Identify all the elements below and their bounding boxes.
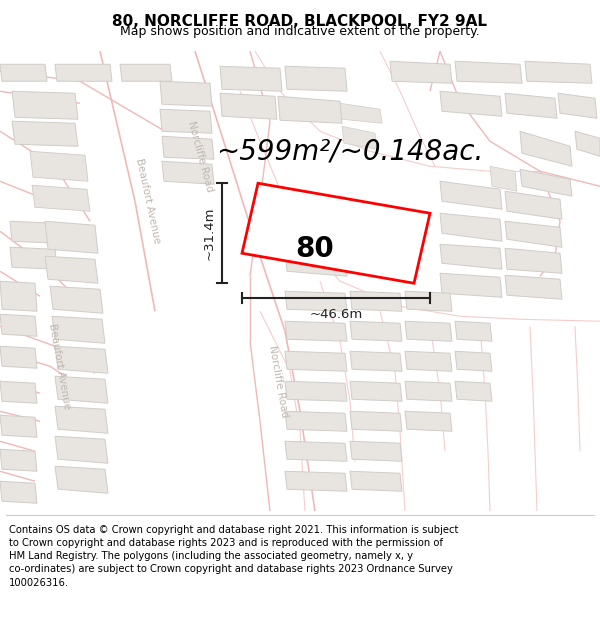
Polygon shape <box>55 436 108 463</box>
Polygon shape <box>520 169 572 196</box>
Polygon shape <box>285 66 347 91</box>
Polygon shape <box>558 93 597 118</box>
Polygon shape <box>505 221 562 248</box>
Polygon shape <box>120 64 172 81</box>
Polygon shape <box>350 471 402 491</box>
Polygon shape <box>285 351 347 371</box>
Polygon shape <box>285 291 347 311</box>
Polygon shape <box>0 449 37 471</box>
Polygon shape <box>350 321 402 341</box>
Polygon shape <box>505 275 562 299</box>
Polygon shape <box>350 381 402 401</box>
Polygon shape <box>405 321 452 341</box>
Polygon shape <box>55 64 112 81</box>
Polygon shape <box>340 103 382 123</box>
Polygon shape <box>440 91 502 116</box>
Text: Contains OS data © Crown copyright and database right 2021. This information is : Contains OS data © Crown copyright and d… <box>9 525 458 588</box>
Polygon shape <box>0 64 47 81</box>
Polygon shape <box>10 221 57 243</box>
Polygon shape <box>440 244 502 269</box>
Polygon shape <box>285 191 347 218</box>
Polygon shape <box>242 183 430 283</box>
Polygon shape <box>455 61 522 83</box>
Polygon shape <box>285 321 347 341</box>
Text: Norcliffe Road: Norcliffe Road <box>186 119 214 193</box>
Polygon shape <box>55 376 108 403</box>
Polygon shape <box>505 191 562 219</box>
Polygon shape <box>440 273 502 298</box>
Polygon shape <box>10 248 57 269</box>
Polygon shape <box>162 161 214 184</box>
Polygon shape <box>162 136 214 159</box>
Polygon shape <box>390 61 452 83</box>
Polygon shape <box>350 216 402 241</box>
Polygon shape <box>55 406 108 433</box>
Polygon shape <box>285 411 347 431</box>
Polygon shape <box>220 66 282 91</box>
Polygon shape <box>12 121 78 146</box>
Text: ~31.4m: ~31.4m <box>203 206 216 260</box>
Polygon shape <box>490 166 517 191</box>
Polygon shape <box>285 221 347 246</box>
Polygon shape <box>30 151 88 181</box>
Polygon shape <box>0 314 37 336</box>
Polygon shape <box>405 291 452 311</box>
Polygon shape <box>0 481 37 503</box>
Polygon shape <box>0 381 37 403</box>
Polygon shape <box>0 415 37 437</box>
Polygon shape <box>520 131 572 166</box>
Polygon shape <box>455 351 492 371</box>
Polygon shape <box>285 251 347 276</box>
Polygon shape <box>285 441 347 461</box>
Polygon shape <box>52 316 105 343</box>
Polygon shape <box>0 281 37 311</box>
Polygon shape <box>505 93 557 118</box>
Polygon shape <box>505 248 562 273</box>
Polygon shape <box>220 93 277 119</box>
Text: Norcliffe Road: Norcliffe Road <box>267 344 289 418</box>
Text: ~46.6m: ~46.6m <box>310 308 362 321</box>
Polygon shape <box>55 346 108 373</box>
Text: ~599m²/~0.148ac.: ~599m²/~0.148ac. <box>217 138 484 165</box>
Polygon shape <box>55 466 108 493</box>
Polygon shape <box>525 61 592 83</box>
Polygon shape <box>342 126 377 149</box>
Text: 80: 80 <box>295 235 334 263</box>
Polygon shape <box>575 131 600 156</box>
Polygon shape <box>285 381 347 401</box>
Polygon shape <box>440 181 502 209</box>
Polygon shape <box>285 471 347 491</box>
Polygon shape <box>440 213 502 241</box>
Polygon shape <box>405 351 452 371</box>
Polygon shape <box>455 321 492 341</box>
Polygon shape <box>45 256 98 283</box>
Polygon shape <box>45 221 98 253</box>
Polygon shape <box>405 411 452 431</box>
Polygon shape <box>50 286 103 313</box>
Polygon shape <box>0 346 37 368</box>
Polygon shape <box>350 351 402 371</box>
Text: Beaufort Avenue: Beaufort Avenue <box>134 158 162 245</box>
Polygon shape <box>160 109 212 133</box>
Text: Beaufort Avenue: Beaufort Avenue <box>47 322 73 410</box>
Polygon shape <box>350 291 402 311</box>
Polygon shape <box>160 81 212 106</box>
Polygon shape <box>350 411 402 431</box>
Polygon shape <box>405 381 452 401</box>
Polygon shape <box>32 185 90 211</box>
Polygon shape <box>278 96 342 123</box>
Polygon shape <box>12 91 78 119</box>
Polygon shape <box>455 381 492 401</box>
Polygon shape <box>350 251 402 273</box>
Polygon shape <box>350 441 402 461</box>
Text: Map shows position and indicative extent of the property.: Map shows position and indicative extent… <box>120 26 480 39</box>
Text: 80, NORCLIFFE ROAD, BLACKPOOL, FY2 9AL: 80, NORCLIFFE ROAD, BLACKPOOL, FY2 9AL <box>113 14 487 29</box>
